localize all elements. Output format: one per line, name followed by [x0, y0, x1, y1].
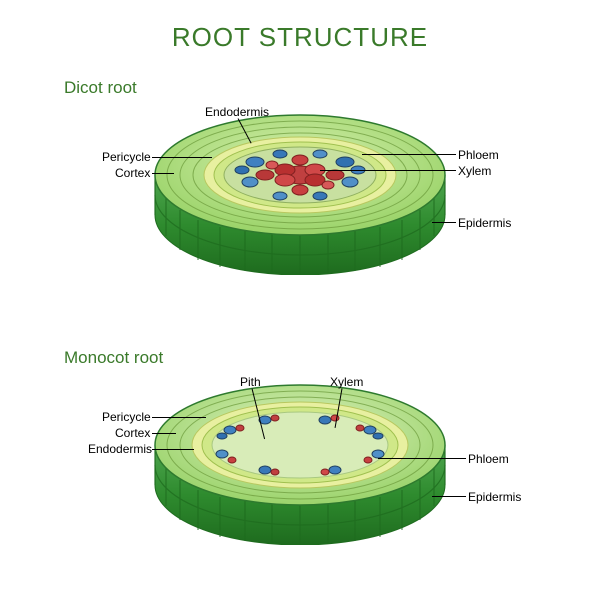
leader: [378, 458, 466, 459]
dicot-diagram: [150, 110, 450, 275]
page-title: ROOT STRUCTURE: [172, 22, 428, 53]
dicot-label-xylem: Xylem: [458, 164, 491, 178]
monocot-label-cortex: Cortex: [115, 426, 150, 440]
leader: [152, 173, 174, 174]
monocot-diagram: [150, 380, 450, 545]
leader: [152, 417, 206, 418]
monocot-label-epidermis: Epidermis: [468, 490, 521, 504]
dicot-label-phloem: Phloem: [458, 148, 499, 162]
monocot-label-pericycle: Pericycle: [102, 410, 151, 424]
leader: [362, 154, 456, 155]
monocot-label-phloem: Phloem: [468, 452, 509, 466]
monocot-label-pith: Pith: [240, 375, 261, 389]
dicot-label-endodermis: Endodermis: [205, 105, 269, 119]
leader: [432, 496, 466, 497]
dicot-label-pericycle: Pericycle: [102, 150, 151, 164]
monocot-label-endodermis: Endodermis: [88, 442, 152, 456]
monocot-label-xylem: Xylem: [330, 375, 363, 389]
monocot-subtitle: Monocot root: [64, 348, 163, 368]
leader: [320, 170, 456, 171]
leader: [152, 157, 212, 158]
leader: [432, 222, 456, 223]
dicot-label-epidermis: Epidermis: [458, 216, 511, 230]
leader: [152, 449, 194, 450]
leader: [152, 433, 176, 434]
dicot-subtitle: Dicot root: [64, 78, 137, 98]
dicot-label-cortex: Cortex: [115, 166, 150, 180]
